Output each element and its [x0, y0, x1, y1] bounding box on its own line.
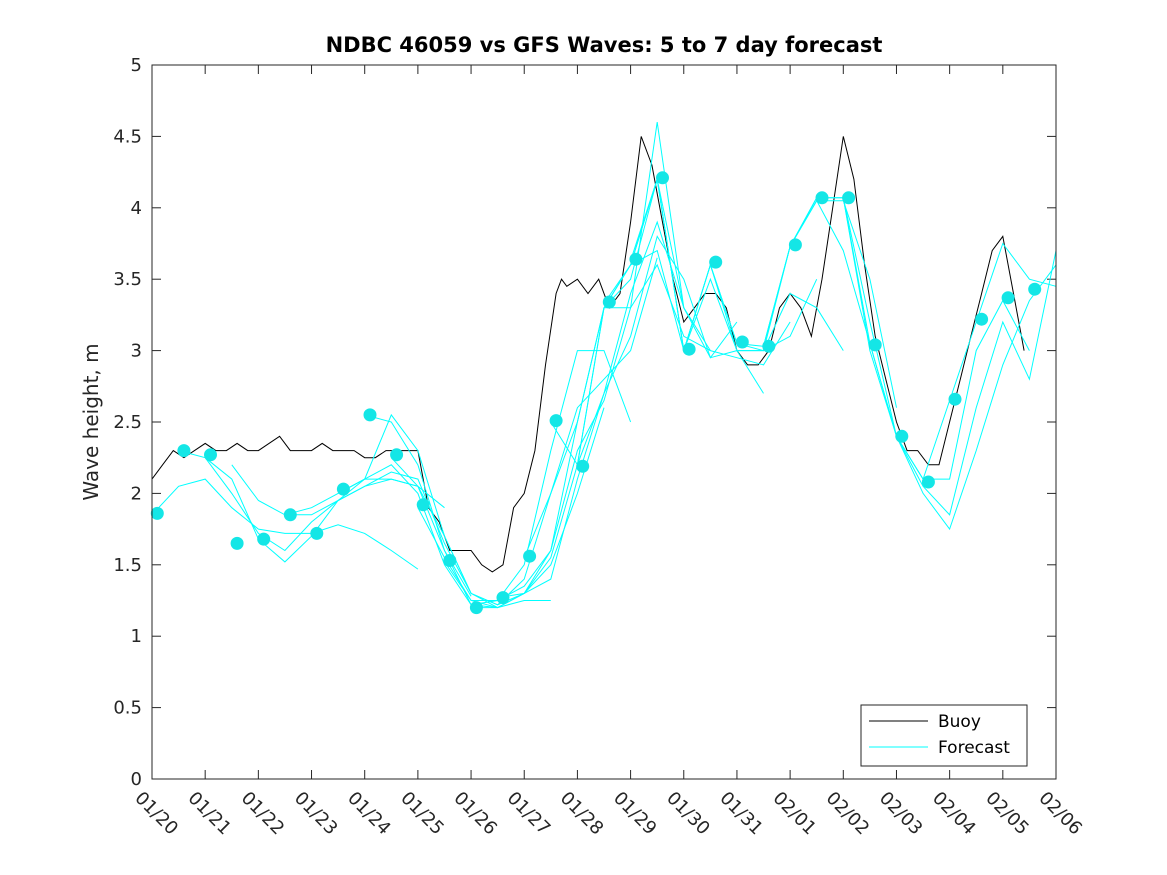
forecast-marker [602, 295, 616, 309]
forecast-marker [283, 508, 297, 522]
forecast-marker [868, 338, 882, 352]
forecast-marker [788, 238, 802, 252]
forecast-series [151, 122, 1057, 609]
forecast-marker [416, 498, 430, 512]
legend-forecast-label: Forecast [938, 738, 1010, 758]
forecast-marker [336, 482, 350, 496]
forecast-marker [895, 429, 909, 443]
y-tick-label: 0 [131, 769, 142, 790]
y-tick-label: 3.5 [113, 269, 142, 290]
forecast-marker [576, 459, 590, 473]
forecast-marker [948, 392, 962, 406]
forecast-marker [150, 506, 164, 520]
y-tick-label: 5 [131, 55, 142, 76]
forecast-marker [921, 475, 935, 489]
y-tick-label: 4 [131, 198, 142, 219]
y-tick-label: 1 [131, 626, 142, 647]
forecast-marker [656, 171, 669, 185]
forecast-line-1 [151, 478, 419, 570]
forecast-marker [975, 312, 989, 326]
forecast-marker [310, 526, 324, 540]
y-tick-label: 3 [131, 341, 142, 362]
plot-area [152, 65, 1056, 779]
forecast-line-13 [523, 263, 791, 558]
forecast-marker [709, 255, 723, 269]
forecast-marker [735, 335, 749, 349]
forecast-markers [150, 171, 1042, 615]
forecast-marker [1028, 282, 1042, 296]
y-axis-label: Wave height, m [79, 343, 103, 500]
forecast-marker [443, 554, 457, 567]
y-tick-label: 1.5 [113, 555, 142, 576]
forecast-marker [257, 532, 271, 546]
forecast-marker [230, 536, 244, 550]
forecast-marker [523, 549, 537, 563]
forecast-marker [363, 408, 377, 422]
legend: Buoy Forecast [860, 704, 1028, 767]
y-tick-label: 2.5 [113, 412, 142, 433]
forecast-marker [390, 448, 404, 462]
forecast-marker [469, 601, 483, 615]
forecast-line-12 [497, 235, 764, 599]
y-tick-labels: 0 0.5 1 1.5 2 2.5 3 3.5 4 4.5 5 [113, 55, 142, 790]
forecast-marker [762, 339, 776, 353]
forecast-marker [549, 414, 563, 428]
forecast-line-21 [869, 250, 1057, 516]
forecast-marker [496, 591, 510, 605]
forecast-line-20 [842, 197, 1057, 531]
legend-box [860, 704, 1028, 767]
forecast-marker [177, 444, 191, 458]
legend-buoy-label: Buoy [938, 712, 981, 732]
chart-title: NDBC 46059 vs GFS Waves: 5 to 7 day fore… [326, 33, 883, 57]
forecast-marker [204, 448, 217, 462]
y-tick-label: 0.5 [113, 698, 142, 719]
forecast-marker [629, 252, 643, 266]
y-tick-label: 2 [131, 483, 142, 504]
y-tick-label: 4.5 [113, 126, 142, 147]
forecast-marker [815, 191, 829, 205]
forecast-marker [682, 342, 696, 356]
plot-frame [151, 64, 1057, 780]
forecast-line-5 [284, 464, 551, 609]
forecast-marker [842, 191, 856, 205]
forecast-marker [1001, 291, 1015, 305]
